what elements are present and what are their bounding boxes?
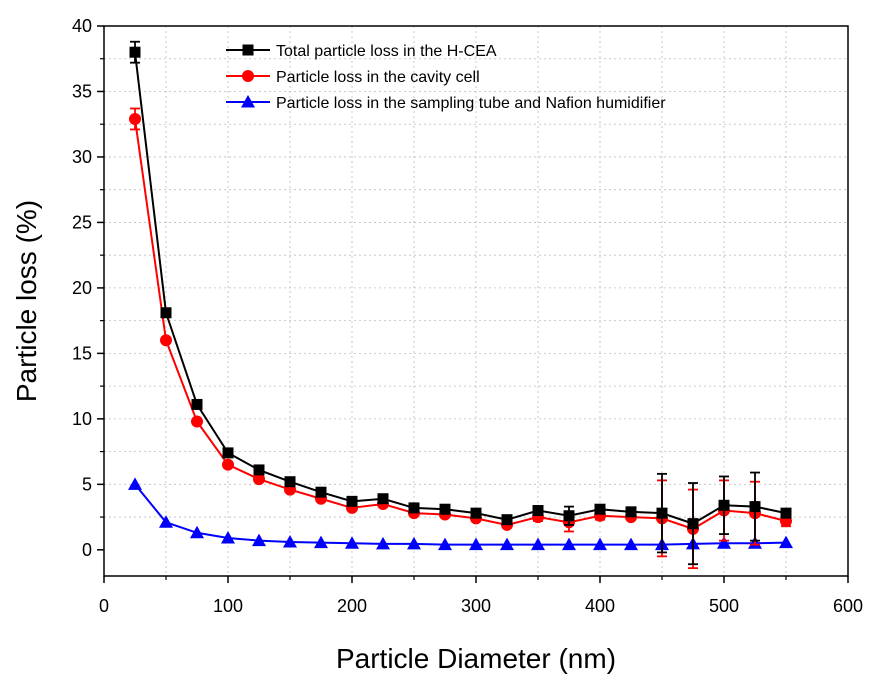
data-point (222, 458, 234, 471)
y-axis-title: Particle loss (%) (11, 200, 42, 402)
data-point (438, 537, 452, 551)
data-point (253, 464, 265, 476)
x-tick-label: 500 (709, 596, 739, 616)
data-point (532, 505, 544, 517)
axes: 0 100 200 300 400 500 600 0 5 10 15 20 25 30 35 40 (72, 16, 863, 616)
data-point (593, 537, 607, 551)
data-point (408, 502, 420, 514)
data-point (531, 537, 545, 551)
data-point (284, 476, 296, 488)
legend-item-3: Particle loss in the sampling tube and N… (226, 95, 666, 112)
x-axis-title: Particle Diameter (nm) (336, 643, 616, 674)
y-tick-label: 20 (72, 278, 92, 298)
y-tick-label: 0 (82, 540, 92, 560)
data-point (314, 535, 328, 549)
data-point (160, 307, 172, 319)
data-point (718, 499, 730, 511)
legend-item-2: Particle loss in the cavity cell (226, 69, 480, 86)
legend-item-1: Total particle loss in the H-CEA (226, 43, 497, 60)
data-point (501, 514, 513, 526)
legend-marker (242, 70, 254, 82)
y-tick-label: 10 (72, 409, 92, 429)
data-point (346, 495, 358, 507)
data-point (439, 503, 451, 515)
data-point (624, 537, 638, 551)
data-point (780, 507, 792, 519)
data-point (283, 534, 297, 548)
x-tick-label: 200 (337, 596, 367, 616)
series-line (134, 52, 787, 525)
data-point (221, 531, 235, 544)
legend-label: Total particle loss in the H-CEA (276, 43, 497, 60)
data-point (160, 334, 172, 347)
legend-marker (241, 95, 255, 108)
x-tick-label: 0 (99, 596, 109, 616)
y-tick-label: 5 (82, 474, 92, 494)
data-point (470, 507, 482, 519)
data-point (563, 510, 575, 522)
data-point (315, 486, 327, 498)
data-point (253, 473, 265, 486)
x-tick-label: 300 (461, 596, 491, 616)
data-point (159, 515, 173, 528)
data-point (625, 506, 637, 518)
y-tick-label: 35 (72, 81, 92, 101)
data-point (562, 537, 576, 551)
x-tick-label: 600 (833, 596, 863, 616)
series-line (134, 118, 787, 530)
data-point (717, 536, 731, 549)
y-tick-label: 25 (72, 212, 92, 232)
data-point (129, 46, 141, 58)
x-tick-label: 100 (213, 596, 243, 616)
y-tick-label: 30 (72, 147, 92, 167)
legend: Total particle loss in the H-CEA Particle… (226, 43, 666, 112)
data-point (129, 112, 141, 125)
legend-label: Particle loss in the sampling tube and N… (276, 95, 666, 112)
data-point (345, 536, 359, 549)
series-line (134, 483, 787, 546)
data-point (190, 525, 204, 539)
data-point (779, 535, 793, 549)
data-point (376, 536, 390, 550)
x-tick-label: 400 (585, 596, 615, 616)
data-point (191, 398, 203, 410)
data-point (656, 507, 668, 519)
legend-marker (242, 44, 254, 56)
data-point (252, 533, 266, 547)
data-point (128, 477, 142, 490)
series-1 (129, 40, 792, 566)
data-point (749, 501, 761, 513)
data-point (500, 537, 514, 551)
data-point (594, 503, 606, 515)
series-3 (128, 477, 793, 551)
data-point (222, 447, 234, 459)
legend-label: Particle loss in the cavity cell (276, 69, 480, 86)
data-point (469, 537, 483, 551)
data-point (191, 415, 203, 428)
data-point (377, 493, 389, 505)
data-point (407, 536, 421, 550)
grid (104, 26, 848, 576)
data-point (687, 518, 699, 530)
y-tick-label: 15 (72, 343, 92, 363)
y-tick-label: 40 (72, 16, 92, 36)
series-area (128, 40, 793, 570)
